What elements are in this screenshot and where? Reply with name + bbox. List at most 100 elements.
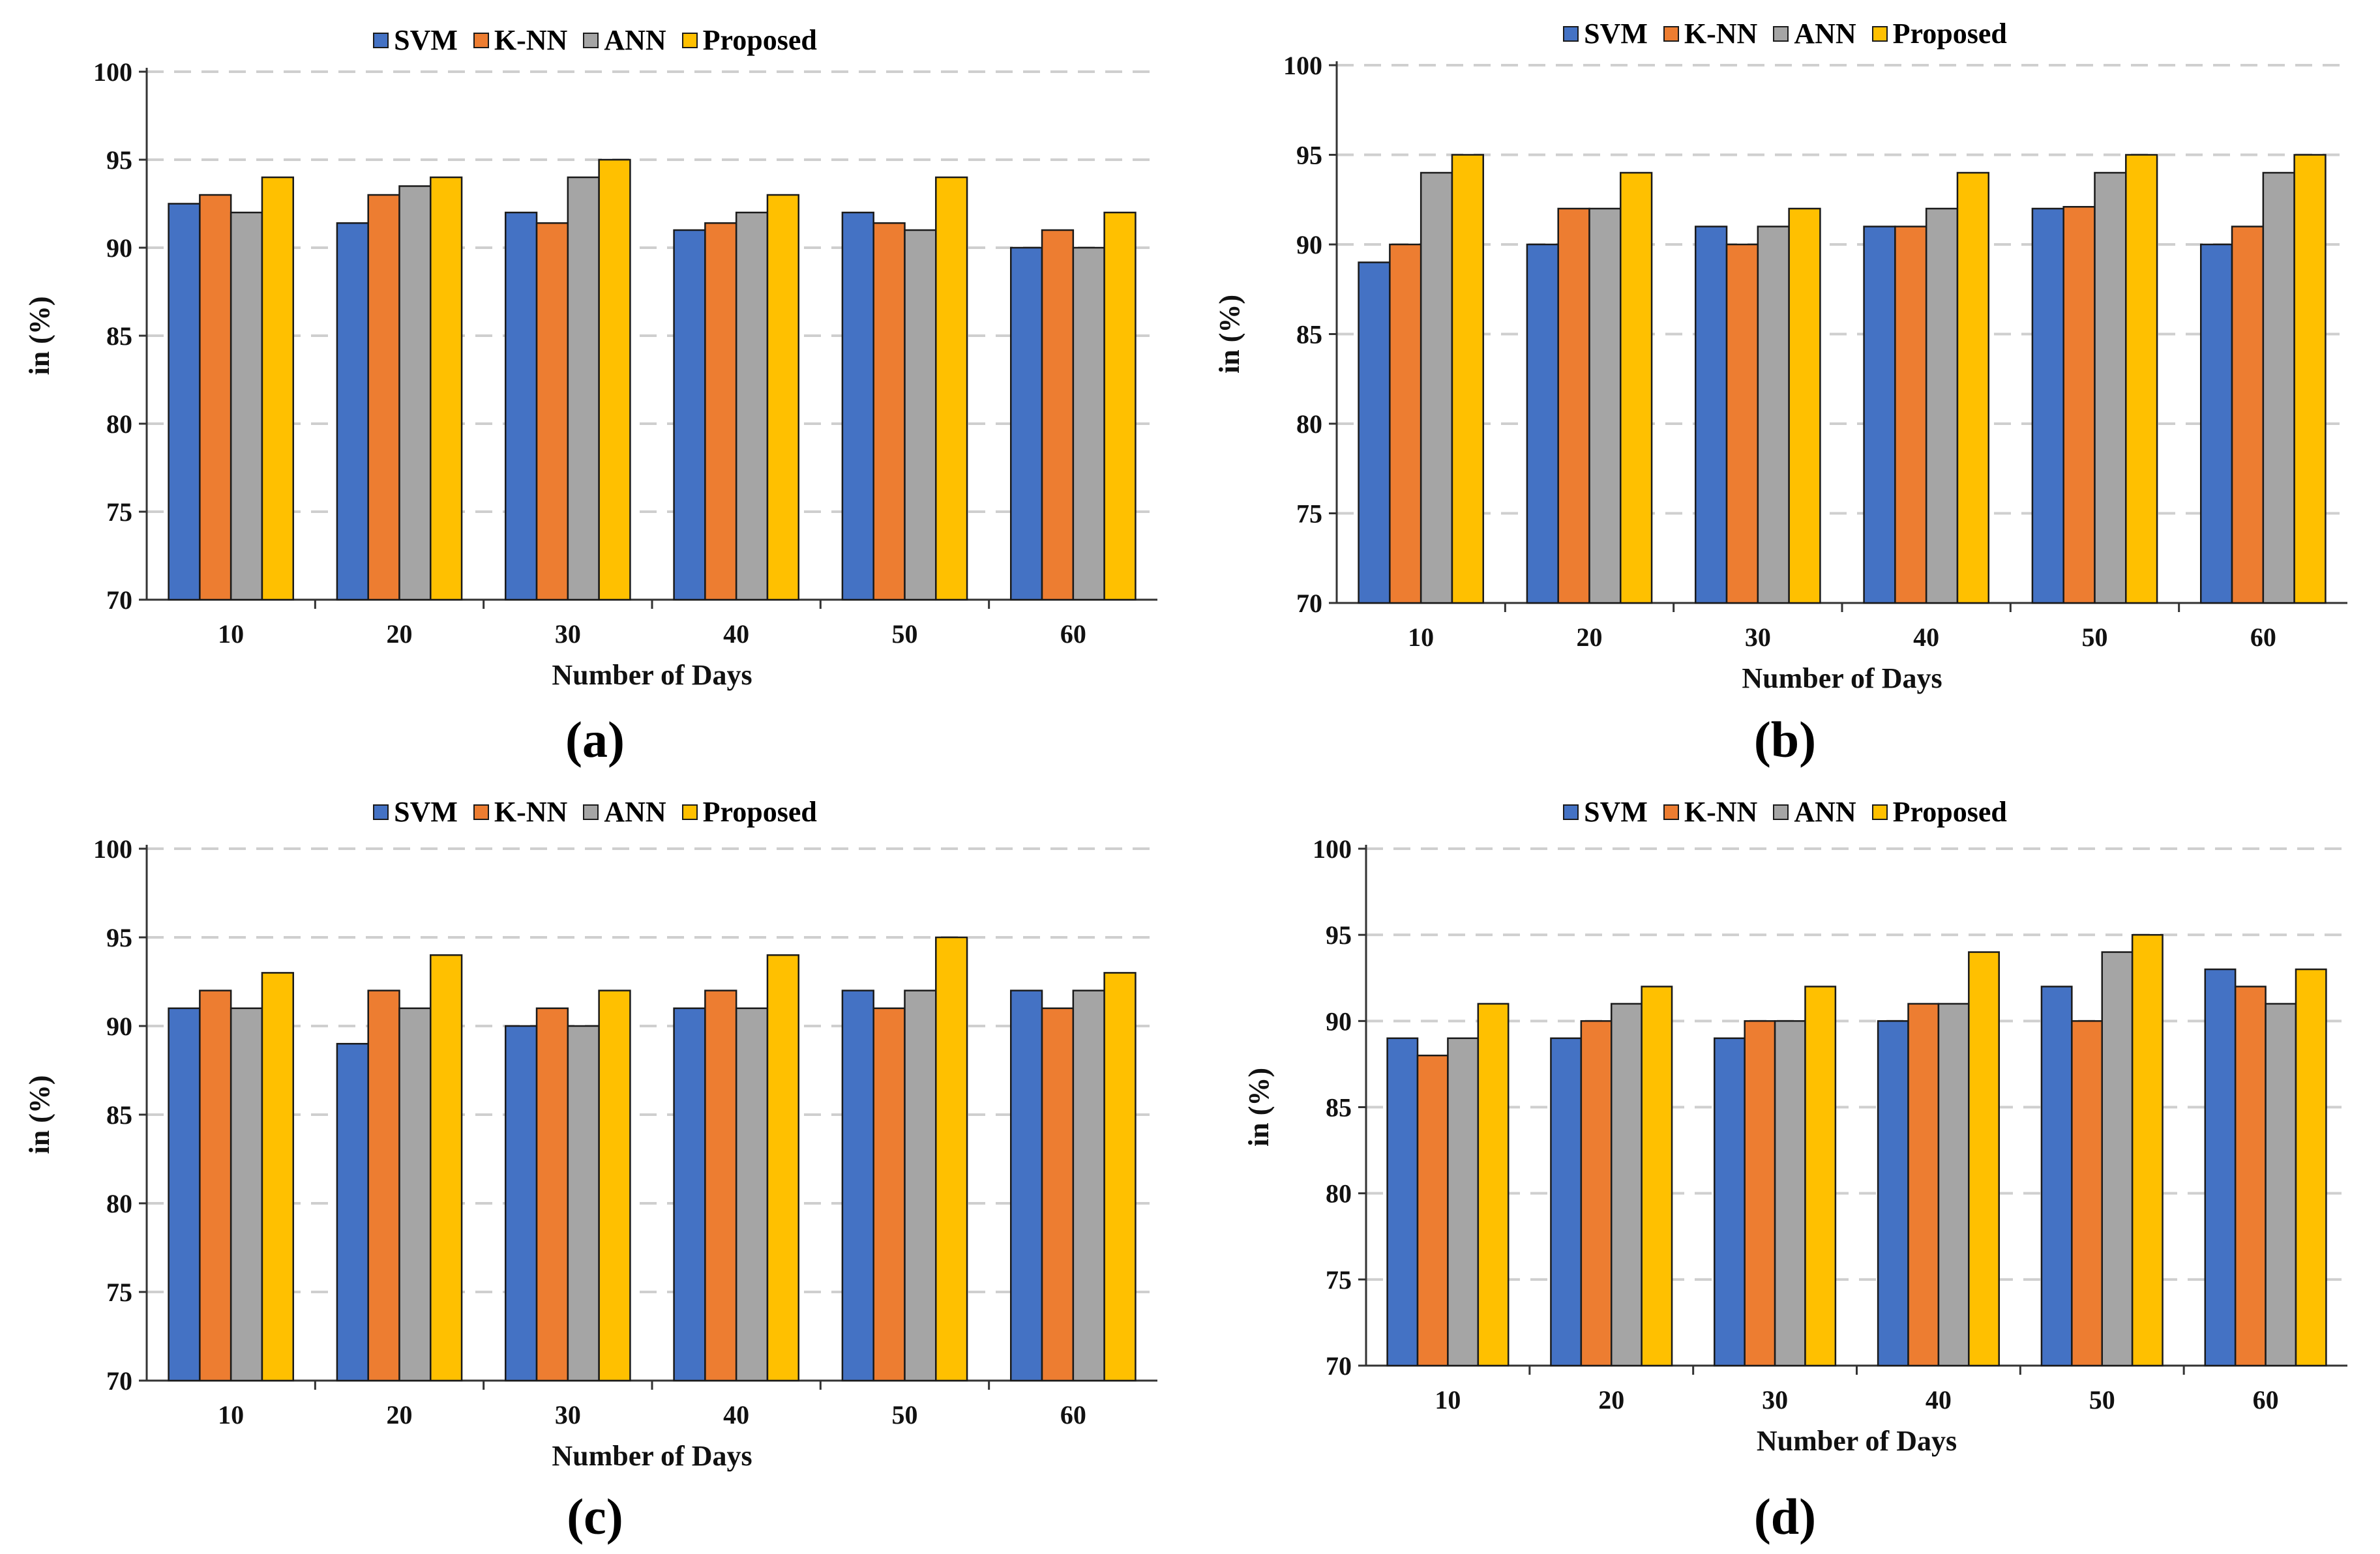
bar-ann-10 (1447, 1037, 1480, 1367)
x-tick-label: 50 (892, 1400, 918, 1429)
bar-ann-10 (230, 211, 263, 601)
bar-ann-60 (2262, 171, 2295, 604)
x-tick-label: 60 (2253, 1385, 2279, 1415)
legend-item-svm: SVM (1563, 795, 1648, 828)
legend-swatch-knn (473, 32, 489, 48)
x-tick-label: 10 (218, 619, 244, 649)
y-tick-label: 100 (1313, 834, 1352, 864)
bar-svm-50 (841, 990, 874, 1382)
bar-proposed-20 (430, 176, 463, 601)
legend-label-proposed: Proposed (1892, 18, 2007, 50)
bar-knn-60 (2231, 226, 2265, 604)
y-tick-label: 80 (1296, 409, 1322, 439)
bar-svm-10 (168, 203, 201, 601)
bar-ann-30 (1757, 226, 1790, 604)
bar-proposed-10 (1451, 154, 1485, 604)
x-tick-label: 50 (2089, 1385, 2115, 1415)
bar-proposed-10 (1477, 1003, 1510, 1367)
y-tick-label: 100 (93, 57, 132, 87)
bar-knn-30 (1725, 243, 1759, 604)
legend-item-ann: ANN (1773, 795, 1856, 828)
legend-item-svm: SVM (373, 23, 458, 57)
bar-knn-50 (2062, 206, 2096, 604)
bar-svm-60 (2200, 243, 2233, 604)
panel-label: (b) (1753, 711, 1817, 768)
bar-proposed-60 (1103, 211, 1137, 601)
legend-label-proposed: Proposed (702, 24, 817, 56)
y-tick-label: 70 (1296, 589, 1322, 618)
bar-ann-10 (1420, 171, 1453, 604)
bar-ann-40 (1937, 1003, 1970, 1367)
x-tick-label: 60 (1060, 619, 1086, 649)
y-tick-label: 95 (1326, 920, 1352, 950)
legend-item-svm: SVM (373, 795, 458, 828)
y-tick-label: 85 (106, 1100, 132, 1130)
legend-swatch-ann (1773, 804, 1789, 820)
bar-svm-30 (1695, 226, 1728, 604)
legend-label-knn: K-NN (494, 796, 568, 828)
bar-chart-svg: 70 75 80 85 90 95 100 10 20 30 40 50 60 Number of Day… (1213, 51, 2347, 694)
x-tick-label: 40 (723, 619, 749, 649)
bar-svm-40 (1863, 226, 1896, 604)
bar-svm-10 (1386, 1037, 1419, 1367)
bar-svm-40 (673, 1007, 706, 1382)
bar-proposed-60 (2295, 968, 2327, 1367)
legend-item-proposed: Proposed (681, 23, 817, 57)
legend-swatch-svm (373, 804, 389, 820)
bar-svm-30 (1714, 1037, 1746, 1367)
bar-ann-60 (1072, 246, 1105, 601)
legend-swatch-svm (373, 32, 389, 48)
bar-chart-svg: 70 75 80 85 90 95 100 10 20 30 40 50 60 Number of Day… (23, 57, 1157, 691)
bar-proposed-40 (1956, 171, 1990, 604)
bar-proposed-60 (1103, 972, 1137, 1382)
bar-knn-30 (1744, 1020, 1776, 1367)
bar-knn-10 (1416, 1054, 1449, 1367)
legend: SVM K-NN ANN Proposed (0, 23, 1190, 57)
y-tick-label: 75 (106, 497, 132, 527)
bar-svm-20 (1550, 1037, 1583, 1367)
y-tick-label: 90 (106, 1012, 132, 1041)
y-tick-label: 95 (1296, 141, 1322, 170)
legend-label-knn: K-NN (1684, 796, 1758, 828)
legend: SVM K-NN ANN Proposed (1190, 795, 2380, 828)
chart-panel-d: SVM K-NN ANN Proposed 70 75 80 85 90 95 100 10 2… (1190, 777, 2380, 1554)
bar-ann-20 (398, 1007, 432, 1382)
y-tick-label: 100 (93, 834, 132, 864)
bar-svm-40 (673, 229, 706, 601)
legend: SVM K-NN ANN Proposed (1190, 17, 2380, 50)
y-tick-label: 80 (1326, 1179, 1352, 1209)
legend-swatch-knn (1663, 804, 1679, 820)
y-tick-label: 70 (1326, 1351, 1352, 1381)
x-tick-label: 10 (1435, 1385, 1461, 1415)
bar-knn-40 (1894, 226, 1927, 604)
y-axis-title: in (%) (23, 297, 55, 375)
bar-chart-svg: 70 75 80 85 90 95 100 10 20 30 40 50 60 Number of Day… (23, 834, 1157, 1472)
legend-swatch-proposed (1871, 804, 1888, 820)
bar-knn-50 (872, 1007, 906, 1382)
legend-item-knn: K-NN (1663, 795, 1757, 828)
bar-knn-20 (1557, 207, 1590, 604)
y-tick-label: 85 (1326, 1093, 1352, 1122)
x-tick-label: 40 (1913, 623, 1939, 652)
legend-label-svm: SVM (1584, 18, 1648, 50)
legend-label-proposed: Proposed (702, 796, 817, 828)
x-tick-label: 20 (1598, 1385, 1624, 1415)
bar-svm-50 (841, 211, 874, 601)
y-tick-label: 80 (106, 1189, 132, 1218)
bar-svm-60 (1010, 246, 1043, 601)
bar-proposed-30 (1804, 986, 1837, 1367)
y-tick-label: 80 (106, 409, 132, 439)
x-axis-title: Number of Days (1757, 1425, 1957, 1457)
legend-swatch-ann (583, 32, 599, 48)
legend-swatch-proposed (681, 804, 698, 820)
panel-label: (a) (565, 711, 625, 768)
bar-proposed-40 (766, 954, 800, 1382)
legend-label-ann: ANN (1794, 796, 1856, 828)
bar-ann-40 (1925, 207, 1959, 604)
x-tick-label: 20 (1577, 623, 1603, 652)
bar-chart-svg: 70 75 80 85 90 95 100 10 20 30 40 50 60 Number of Day… (1243, 834, 2347, 1457)
y-axis-title: in (%) (23, 1076, 55, 1154)
y-tick-label: 75 (106, 1278, 132, 1307)
legend-item-knn: K-NN (473, 795, 567, 828)
bar-knn-30 (535, 1007, 569, 1382)
